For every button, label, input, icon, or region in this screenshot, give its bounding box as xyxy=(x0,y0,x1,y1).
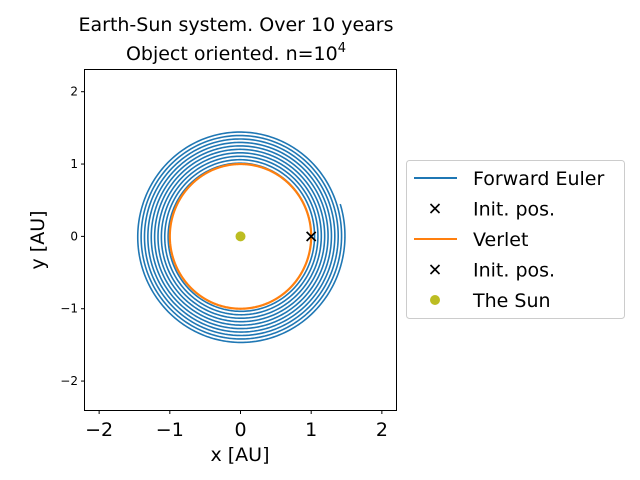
y-tick-label: 2 xyxy=(70,85,78,99)
forward-euler-line xyxy=(136,131,346,344)
y-tick-label: 1 xyxy=(70,157,78,171)
y-tick-label: −2 xyxy=(60,374,78,388)
plot-layer xyxy=(136,131,346,344)
init-pos-marker xyxy=(429,264,441,275)
verlet-line xyxy=(168,162,313,310)
x-axis-label: x [AU] xyxy=(210,444,269,466)
y-tick-label: −1 xyxy=(60,302,78,316)
legend-label: The Sun xyxy=(472,290,551,312)
legend-label: Verlet xyxy=(473,229,528,251)
init-pos-marker xyxy=(306,231,317,242)
legend: Forward Euler Init. pos. Verlet Init. pos. T… xyxy=(406,160,625,319)
legend-label: Init. pos. xyxy=(473,260,555,282)
legend-label: Init. pos. xyxy=(473,199,555,221)
y-axis-label: y [AU] xyxy=(27,210,49,269)
chart-title-exponent: 4 xyxy=(338,41,346,56)
init-pos-marker xyxy=(429,203,441,214)
x-tick-label: −2 xyxy=(85,419,113,441)
legend-box xyxy=(406,160,625,319)
chart-title-line-2: Object oriented. n=104 xyxy=(126,41,346,65)
x-tick-label: 1 xyxy=(305,419,317,441)
chart-title-base: Object oriented. n=10 xyxy=(126,43,338,65)
sun-marker xyxy=(430,295,440,305)
x-tick-label: 2 xyxy=(376,419,388,441)
x-axis-ticks: −2 −1 0 1 2 xyxy=(85,410,388,441)
x-tick-label: 0 xyxy=(234,419,246,441)
sun-marker xyxy=(235,231,246,242)
y-axis-ticks: −2 −1 0 1 2 xyxy=(60,85,85,388)
x-tick-label: −1 xyxy=(156,419,184,441)
legend-label: Forward Euler xyxy=(473,168,604,190)
chart-title-line-1: Earth-Sun system. Over 10 years xyxy=(78,14,393,36)
y-tick-label: 0 xyxy=(70,229,78,243)
